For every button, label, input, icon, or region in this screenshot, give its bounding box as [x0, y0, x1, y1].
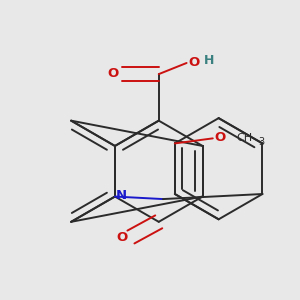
Text: O: O — [188, 56, 200, 69]
Text: CH: CH — [236, 133, 252, 143]
Text: O: O — [214, 131, 226, 144]
Text: 3: 3 — [259, 137, 265, 147]
Text: O: O — [117, 231, 128, 244]
Text: H: H — [204, 55, 214, 68]
Text: N: N — [116, 189, 127, 203]
Text: O: O — [107, 67, 118, 80]
